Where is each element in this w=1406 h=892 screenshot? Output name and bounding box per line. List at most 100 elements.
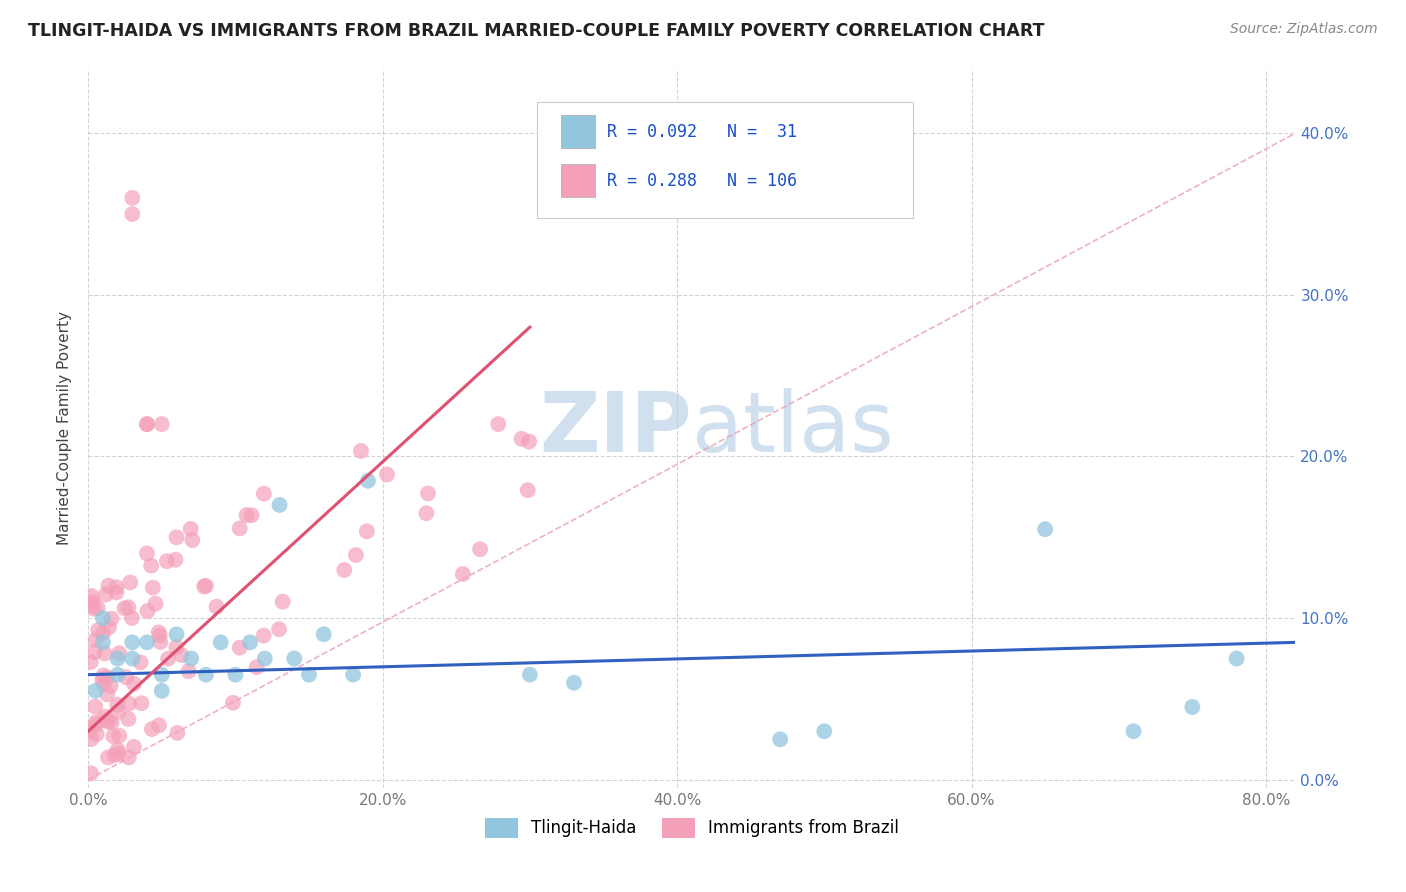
Point — [108, 646, 131, 660]
Point — [100, 715, 122, 730]
Point — [107, 705, 129, 719]
Point — [350, 444, 373, 458]
Point — [517, 434, 540, 449]
Point — [194, 667, 217, 681]
Point — [312, 627, 335, 641]
Point — [224, 667, 246, 681]
Point — [141, 558, 163, 573]
Text: ZIP: ZIP — [540, 388, 692, 468]
Point — [166, 530, 188, 544]
Point — [157, 651, 180, 665]
Point — [1225, 651, 1247, 665]
Point — [240, 508, 263, 523]
Point — [375, 467, 398, 482]
Point — [97, 620, 120, 634]
Point — [170, 648, 193, 662]
Point — [166, 627, 188, 641]
Point — [94, 710, 117, 724]
Bar — [561, 115, 595, 148]
Point — [105, 580, 128, 594]
Point — [107, 743, 129, 757]
Point — [108, 729, 131, 743]
Point — [562, 675, 585, 690]
Point — [122, 739, 145, 754]
Point — [107, 651, 129, 665]
Point — [83, 601, 105, 615]
Point — [333, 563, 356, 577]
Point — [468, 542, 491, 557]
Point — [486, 417, 509, 431]
Point — [253, 486, 276, 500]
Point — [136, 604, 159, 618]
Point — [148, 625, 170, 640]
Point — [91, 673, 114, 687]
Point — [519, 667, 541, 681]
Point — [253, 629, 276, 643]
Point — [121, 635, 143, 649]
Point — [107, 667, 129, 681]
Text: R = 0.092   N =  31: R = 0.092 N = 31 — [607, 122, 797, 141]
Text: Source: ZipAtlas.com: Source: ZipAtlas.com — [1230, 22, 1378, 37]
Point — [80, 655, 103, 669]
Point — [150, 417, 173, 431]
Point — [267, 622, 290, 636]
Text: R = 0.288   N = 106: R = 0.288 N = 106 — [607, 171, 797, 190]
Point — [121, 651, 143, 665]
Point — [80, 589, 103, 603]
Point — [271, 594, 294, 608]
Point — [84, 632, 107, 647]
Point — [451, 566, 474, 581]
Point — [100, 612, 122, 626]
Point — [165, 553, 187, 567]
Point — [91, 625, 114, 640]
Point — [129, 656, 152, 670]
Point — [177, 664, 200, 678]
Point — [107, 747, 129, 761]
Bar — [561, 164, 595, 197]
Point — [283, 651, 305, 665]
Point — [145, 597, 167, 611]
Point — [181, 533, 204, 547]
Point — [96, 687, 118, 701]
Point — [1033, 522, 1056, 536]
Point — [120, 575, 142, 590]
Point — [86, 600, 108, 615]
Point — [148, 718, 170, 732]
Point — [416, 486, 439, 500]
FancyBboxPatch shape — [537, 103, 912, 219]
Point — [94, 588, 117, 602]
Point — [121, 191, 143, 205]
Point — [149, 628, 172, 642]
Point — [269, 498, 291, 512]
Point — [342, 667, 364, 681]
Point — [121, 207, 143, 221]
Point — [122, 677, 145, 691]
Point — [769, 732, 792, 747]
Point — [246, 660, 269, 674]
Point — [93, 677, 115, 691]
Point — [84, 683, 107, 698]
Point — [103, 729, 125, 743]
Point — [117, 600, 139, 615]
Point — [180, 651, 202, 665]
Point — [415, 506, 437, 520]
Point — [114, 601, 136, 615]
Legend: Tlingit-Haida, Immigrants from Brazil: Tlingit-Haida, Immigrants from Brazil — [478, 812, 905, 844]
Point — [118, 697, 141, 711]
Point — [193, 580, 215, 594]
Point — [136, 417, 159, 431]
Point — [205, 599, 228, 614]
Point — [82, 595, 104, 609]
Point — [239, 635, 262, 649]
Point — [142, 581, 165, 595]
Point — [516, 483, 538, 498]
Point — [222, 696, 245, 710]
Point — [344, 548, 367, 562]
Point — [194, 579, 217, 593]
Point — [93, 647, 115, 661]
Point — [80, 766, 103, 780]
Point — [136, 417, 159, 431]
Point — [115, 670, 138, 684]
Point — [84, 715, 107, 730]
Point — [118, 750, 141, 764]
